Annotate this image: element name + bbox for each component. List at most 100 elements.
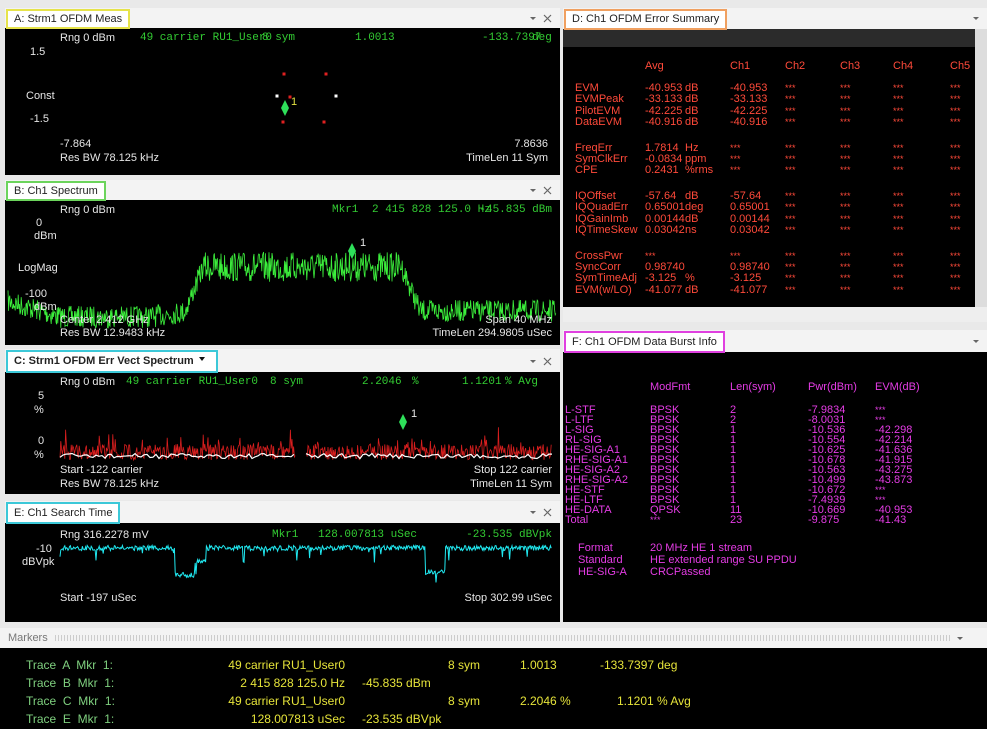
panel-a-label: Const — [26, 90, 55, 102]
cell: *** — [893, 83, 904, 93]
marker-diamond — [281, 100, 289, 116]
row-label: HE-SIG-A2 — [565, 464, 621, 476]
column-header: Ch1 — [730, 60, 751, 72]
dropdown-icon — [530, 360, 536, 363]
marker-value: 2.2046 % — [520, 694, 571, 708]
panel-c-label: 1 — [411, 408, 418, 420]
cell: *** — [730, 142, 741, 153]
cell: *** — [840, 191, 851, 202]
cell: ppm — [685, 153, 707, 165]
row-label: L-SIG — [565, 424, 594, 436]
cell: *** — [785, 262, 796, 273]
column-header: Ch4 — [893, 60, 914, 72]
cell: *** — [840, 142, 851, 153]
panel-title[interactable]: E: Ch1 Search Time — [6, 502, 121, 524]
panel-c-label: % Avg — [505, 376, 539, 388]
cell: QPSK — [650, 504, 681, 516]
panel-e-label: Start -197 uSec — [60, 592, 137, 604]
constellation-point — [275, 94, 279, 98]
cell: *** — [730, 154, 741, 164]
marker-value: -133.7397 deg — [600, 658, 678, 672]
row-label: SymClkErr — [575, 153, 628, 165]
cell: -41.077 — [645, 283, 683, 296]
panel-c-label: 1.1201 — [462, 376, 502, 388]
cell: *** — [893, 202, 904, 213]
cell: *** — [785, 165, 796, 176]
panel-c-label: 8 sym — [270, 376, 304, 388]
cell: -3.125 — [730, 272, 762, 285]
cell: 1 — [730, 484, 737, 496]
cell: 1 — [730, 464, 737, 476]
cell: *** — [785, 202, 796, 213]
row-label: CrossPwr — [575, 249, 623, 262]
marker-trace-label: Trace B Mkr 1: — [26, 676, 115, 690]
cell: *** — [950, 165, 961, 176]
panel-title[interactable]: B: Ch1 Spectrum — [6, 181, 106, 201]
marker-diamond — [399, 414, 407, 430]
marker-value: 8 sym — [448, 694, 481, 708]
row-label: HE-DATA — [565, 504, 612, 516]
panel-title[interactable]: F: Ch1 OFDM Data Burst Info — [564, 331, 725, 353]
cell: *** — [893, 165, 904, 176]
spectrum-trace — [7, 251, 557, 329]
panel-c-label: % — [34, 449, 44, 461]
panel-c-body — [5, 372, 560, 494]
cell: -10.554 — [808, 434, 846, 446]
cell: *** — [840, 165, 851, 176]
constellation-point — [282, 72, 286, 76]
cell: *** — [950, 213, 961, 224]
panel-e-label: -23.535 dBVpk — [466, 529, 552, 541]
markers-title: Markers — [8, 632, 48, 644]
panel-b-label: Res BW 12.9483 kHz — [60, 327, 166, 339]
row-label: Total — [565, 514, 589, 526]
cell: *** — [785, 105, 796, 116]
cell: *** — [840, 116, 851, 127]
cell: -10.669 — [808, 504, 846, 516]
marker-value: -45.835 dBm — [362, 676, 431, 690]
cell: 1 — [730, 444, 737, 456]
horizontal-scrollbar[interactable] — [563, 307, 987, 322]
constellation-point — [324, 72, 328, 76]
info-label: Standard — [578, 554, 623, 566]
panel-c-label: 0 — [38, 435, 45, 447]
marker-value: 2 415 828 125.0 Hz — [240, 676, 345, 690]
cell: *** — [893, 262, 904, 273]
panel-a-header — [5, 8, 560, 28]
cell: *** — [650, 515, 661, 525]
cell: *** — [950, 83, 961, 93]
panel-b-label: 0 — [36, 217, 43, 229]
panel-e-label: dBVpk — [22, 556, 55, 568]
constellation-point — [334, 94, 338, 98]
cell: *** — [950, 154, 961, 164]
row-label: RHE-SIG-A2 — [565, 474, 628, 486]
cell: dB — [685, 104, 699, 117]
marker-trace-label: Trace E Mkr 1: — [26, 712, 115, 726]
panel-e-label: Rng 316.2278 mV — [60, 529, 149, 541]
cell: *** — [893, 94, 904, 105]
cell: -10.536 — [808, 424, 846, 436]
row-label: FreqErr — [575, 141, 613, 154]
cell: 11 — [730, 504, 742, 516]
cell: *** — [785, 225, 796, 235]
cell: *** — [875, 405, 886, 415]
panel-title[interactable]: D: Ch1 OFDM Error Summary — [564, 9, 728, 30]
cell: *** — [893, 284, 904, 295]
panel-b-header — [5, 180, 560, 200]
panel-a-label: TimeLen 11 Sym — [466, 152, 548, 164]
cell: BPSK — [650, 404, 680, 416]
cell: dB — [685, 93, 699, 106]
panel-e-header — [5, 501, 560, 523]
cell: -40.916 — [645, 115, 683, 128]
panel-title[interactable]: C: Strm1 OFDM Err Vect Spectrum — [6, 350, 218, 373]
cell: % — [685, 272, 695, 285]
panel-title[interactable]: A: Strm1 OFDM Meas — [6, 9, 131, 29]
close-icon — [543, 508, 552, 517]
panel-a-label: -7.864 — [60, 138, 92, 150]
panel-b-body — [5, 200, 560, 345]
panel-c-label: 2.2046 — [362, 376, 402, 388]
cell: -10.563 — [808, 464, 846, 476]
vertical-scrollbar[interactable] — [975, 29, 987, 307]
column-header: Ch5 — [950, 60, 971, 72]
cell: %rms — [685, 164, 714, 177]
